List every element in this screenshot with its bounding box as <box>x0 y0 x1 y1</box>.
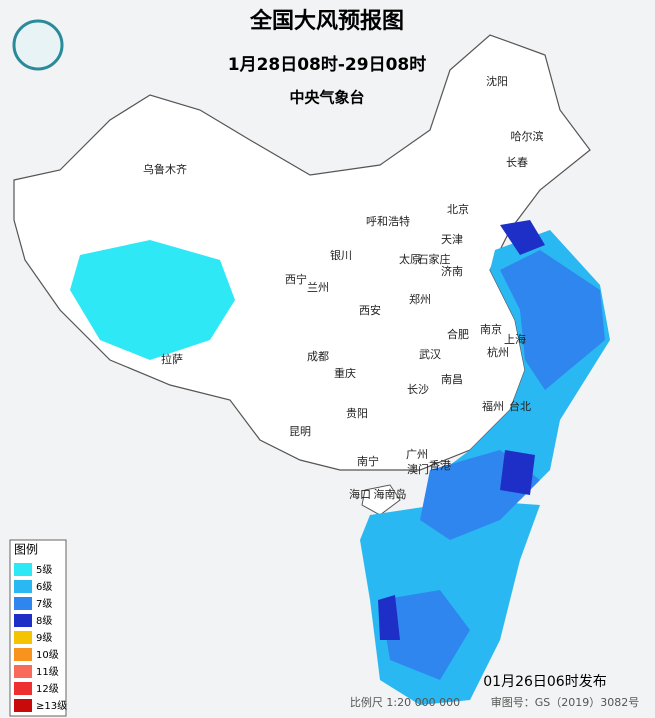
title: 全国大风预报图 <box>249 8 404 34</box>
legend-swatch <box>14 665 32 678</box>
legend-label: ≥13级 <box>36 700 67 712</box>
city-label: 西宁 <box>285 272 307 286</box>
city-label: 北京 <box>447 202 469 216</box>
legend-swatch <box>14 614 32 627</box>
city-label: 广州 <box>406 448 428 461</box>
scale: 比例尺 1:20 000 000 <box>350 695 460 709</box>
legend-label: 9级 <box>36 632 52 644</box>
city-label: 乌鲁木齐 <box>143 162 187 176</box>
logo <box>12 19 64 71</box>
wind-area-8 <box>378 595 400 640</box>
issuer: 中央气象台 <box>289 89 364 107</box>
legend-label: 10级 <box>36 649 59 661</box>
city-label: 南京 <box>480 322 502 336</box>
city-label: 长沙 <box>407 383 429 396</box>
city-label: 哈尔滨 <box>511 129 544 143</box>
wind-area-7 <box>500 250 605 390</box>
city-label: 呼和浩特 <box>366 214 410 228</box>
legend-label: 7级 <box>36 598 52 610</box>
city-label: 银川 <box>330 248 352 262</box>
legend-label: 12级 <box>36 683 59 695</box>
city-label: 石家庄 <box>418 252 451 266</box>
city-label: 澳门 <box>407 462 429 476</box>
legend-swatch <box>14 563 32 576</box>
legend-swatch <box>14 699 32 712</box>
city-label: 太原 <box>399 253 421 266</box>
city-label: 南昌 <box>441 373 463 386</box>
city-label: 杭州 <box>487 345 509 359</box>
city-label: 南宁 <box>357 454 379 468</box>
city-label: 沈阳 <box>486 74 508 88</box>
city-label: 天津 <box>441 233 463 246</box>
hainan <box>361 484 401 516</box>
city-label: 上海 <box>504 332 526 346</box>
legend-swatch <box>14 597 32 610</box>
city-label: 昆明 <box>289 425 311 438</box>
legend-label: 11级 <box>36 666 59 678</box>
issue-time: 01月26日06时发布 <box>483 674 606 690</box>
city-label: 兰州 <box>307 281 329 294</box>
city-label: 合肥 <box>447 327 469 341</box>
wind-area-7 <box>380 590 470 680</box>
wind-area-8 <box>500 220 545 255</box>
subtitle: 1月28日08时-29日08时 <box>228 55 427 75</box>
legend-swatch <box>14 580 32 593</box>
legend-label: 5级 <box>36 564 52 576</box>
city-label: 福州 <box>482 399 504 413</box>
legend-swatch <box>14 648 32 661</box>
city-label: 成都 <box>307 350 329 363</box>
city-label: 重庆 <box>334 366 356 380</box>
wind-area-8 <box>500 450 535 495</box>
city-label: 长春 <box>506 156 528 169</box>
legend-swatch <box>14 631 32 644</box>
city-label: 拉萨 <box>161 352 183 366</box>
city-label: 海南岛 <box>374 487 407 501</box>
city-label: 台北 <box>509 399 531 413</box>
city-label: 武汉 <box>419 348 441 361</box>
legend-label: 6级 <box>36 581 52 593</box>
legend-items: 5级 6级 7级 8级 9级 10级 11级 12级 ≥13级 <box>14 563 67 712</box>
wind-areas <box>70 220 610 705</box>
city-label: 济南 <box>441 264 463 278</box>
city-label: 香港 <box>429 459 451 472</box>
city-label: 西安 <box>359 303 381 317</box>
city-label: 郑州 <box>409 292 431 306</box>
city-label: 贵阳 <box>346 407 368 420</box>
legend-label: 8级 <box>36 615 52 627</box>
wind-area-5 <box>70 240 235 360</box>
approval: 审图号：GS（2019）3082号 <box>491 695 640 709</box>
legend-title: 图例 <box>14 543 38 557</box>
legend-swatch <box>14 682 32 695</box>
city-label: 海口 <box>349 487 371 501</box>
